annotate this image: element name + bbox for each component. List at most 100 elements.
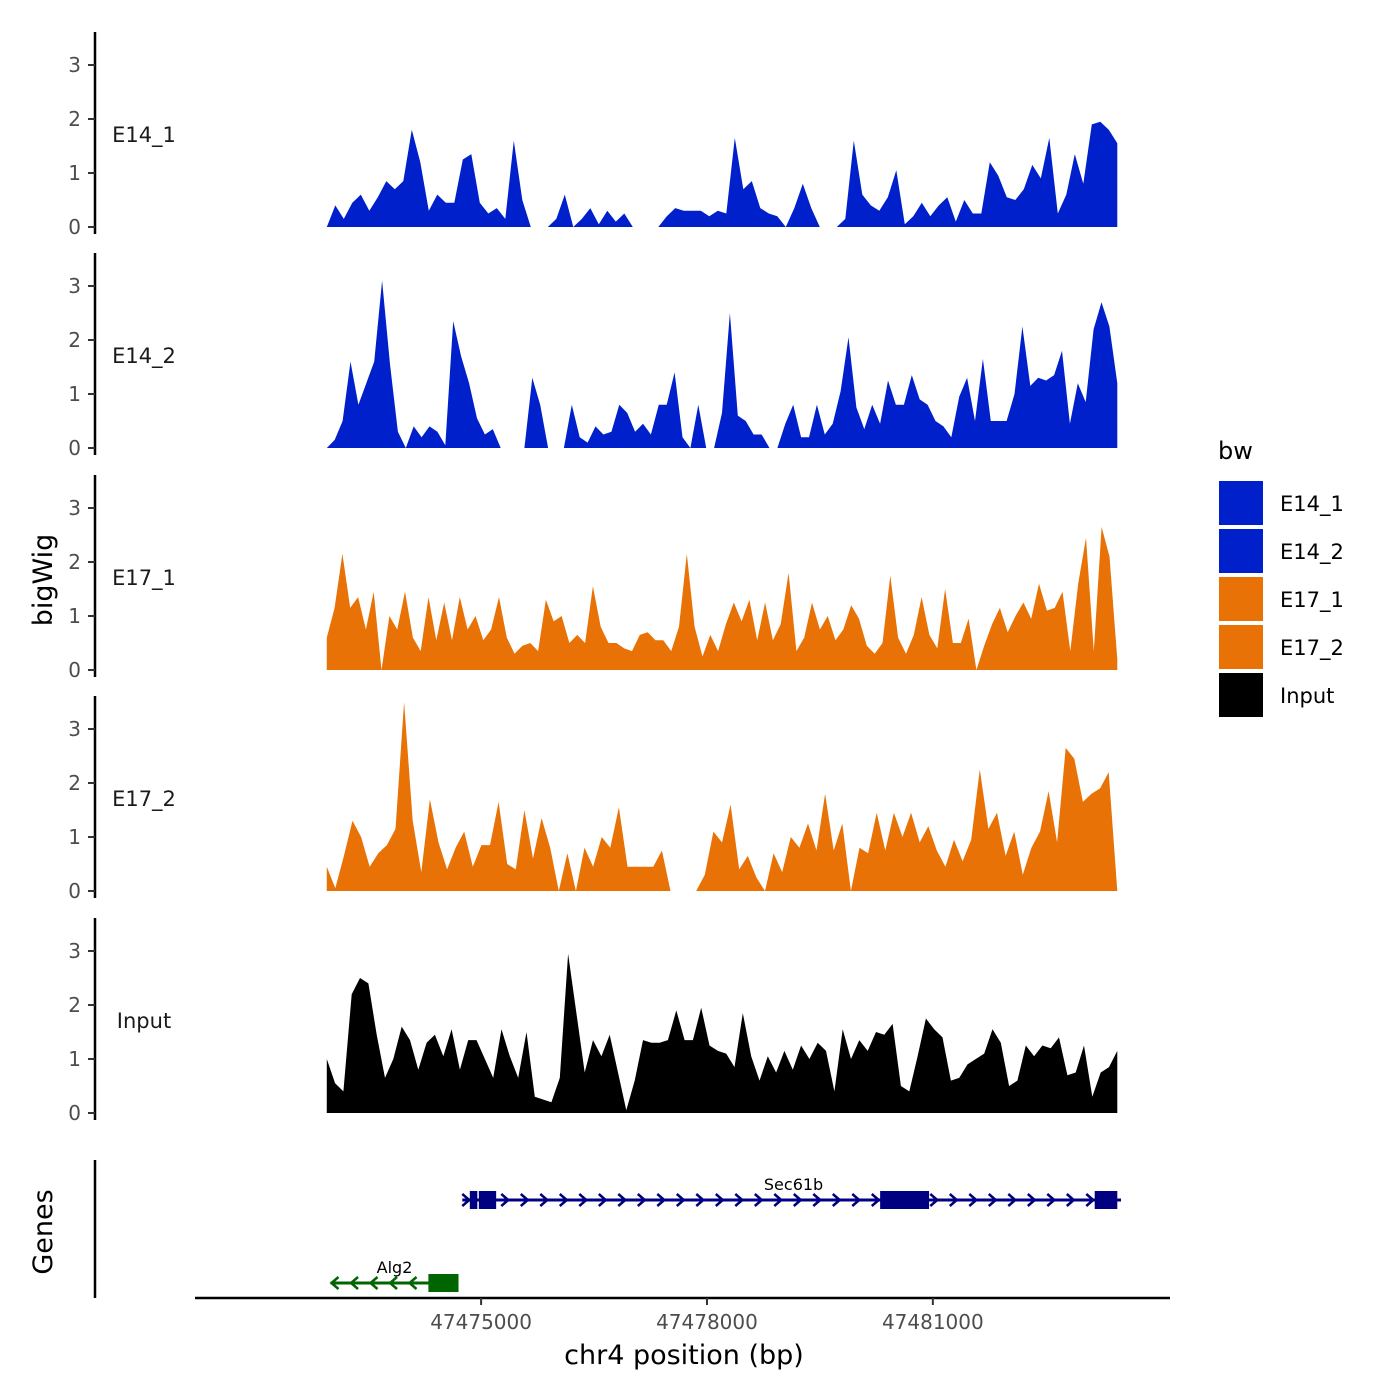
strand-chevron [929,1193,940,1207]
legend-key-Input [1219,673,1263,717]
strand-chevron [578,1193,589,1207]
track-label: E17_2 [112,787,176,812]
y-tick-label: 0 [68,215,81,239]
legend-label: E17_1 [1280,588,1344,613]
track-label: E17_1 [112,566,176,591]
gene-Alg2: Alg2 [329,1258,459,1292]
track-E14_1: 0 1 2 3 E14_1 [68,32,1118,239]
strand-chevron [617,1193,628,1207]
strand-chevron [656,1193,667,1207]
strand-chevron [831,1193,842,1207]
strand-chevron [1085,1193,1096,1207]
track-Input: 0 1 2 3 Input [68,918,1118,1125]
y-tick-label: 1 [68,382,81,406]
strand-chevron [461,1193,472,1207]
y-tick-label: 0 [68,879,81,903]
strand-chevron [1046,1193,1057,1207]
y-tick-label: 1 [68,604,81,628]
track-label: E14_2 [112,344,176,369]
coverage-area-Input [326,953,1118,1113]
strand-chevron [636,1193,647,1207]
track-label: Input [117,1009,171,1033]
strand-chevron [1007,1193,1018,1207]
gene-label: Sec61b [764,1175,823,1194]
strand-chevron [948,1193,959,1207]
legend-key-E14_1 [1219,481,1263,525]
strand-chevron [675,1193,686,1207]
strand-chevron [734,1193,745,1207]
y-tick-label: 0 [68,436,81,460]
strand-chevron [851,1193,862,1207]
strand-chevron [597,1193,608,1207]
exon [880,1191,930,1209]
strand-chevron [388,1276,398,1290]
strand-chevron [519,1193,530,1207]
y-axis-title: bigWig [28,534,59,627]
exon [1094,1191,1118,1209]
genes-panel: Alg2 Sec61b [93,1160,1122,1298]
legend-label: Input [1280,684,1334,708]
legend-label: E14_1 [1280,492,1344,517]
y-tick-label: 3 [68,717,81,741]
x-tick-label: 47478000 [656,1310,758,1334]
coverage-area-E14_1 [326,121,1118,227]
genes-axis-title: Genes [28,1189,59,1274]
y-tick-label: 3 [68,274,81,298]
y-tick-label: 2 [68,328,81,352]
legend: bw E14_1 E14_2 E17_1 E17_2 Input [1218,437,1344,717]
legend-key-E17_2 [1219,625,1263,669]
strand-chevron [753,1193,764,1207]
x-axis: 47475000 47478000 47481000 [195,1296,1170,1334]
strand-chevron [1026,1193,1037,1207]
y-tick-label: 1 [68,1047,81,1071]
track-panels: 0 1 2 3 E14_1 0 1 2 3 E14_2 0 1 2 3 E17_1 0 1 2 3 E17_2 0 1 2 3… [68,32,1118,1125]
strand-chevron [539,1193,550,1207]
y-tick-label: 2 [68,771,81,795]
y-tick-label: 0 [68,1101,81,1125]
y-tick-label: 3 [68,53,81,77]
track-E14_2: 0 1 2 3 E14_2 [68,253,1118,460]
strand-chevron [714,1193,725,1207]
strand-chevron [349,1276,359,1290]
legend-title: bw [1218,437,1253,465]
legend-label: E14_2 [1280,540,1344,565]
strand-chevron [773,1193,784,1207]
y-tick-label: 3 [68,939,81,963]
track-label: E14_1 [112,123,176,148]
exon [428,1274,459,1292]
strand-chevron [870,1193,881,1207]
track-E17_2: 0 1 2 3 E17_2 [68,696,1118,903]
track-E17_1: 0 1 2 3 E17_1 [68,475,1118,682]
strand-chevron [812,1193,823,1207]
legend-key-E17_1 [1219,577,1263,621]
strand-chevron [558,1193,569,1207]
x-axis-title: chr4 position (bp) [564,1340,804,1371]
y-tick-label: 0 [68,658,81,682]
strand-chevron [1065,1193,1076,1207]
legend-key-E14_2 [1219,529,1263,573]
strand-chevron [987,1193,998,1207]
strand-chevron [695,1193,706,1207]
strand-chevron [407,1276,418,1290]
strand-chevron [368,1276,379,1290]
y-tick-label: 2 [68,550,81,574]
y-tick-label: 3 [68,496,81,520]
gene-label: Alg2 [377,1258,413,1277]
legend-label: E17_2 [1280,636,1344,661]
y-tick-label: 1 [68,825,81,849]
coverage-area-E14_2 [326,280,1118,448]
strand-chevron [792,1193,803,1207]
y-tick-label: 1 [68,161,81,185]
coverage-area-E17_1 [326,526,1118,670]
y-tick-label: 2 [68,107,81,131]
strand-chevron [500,1193,511,1207]
y-tick-label: 2 [68,993,81,1017]
coverage-area-E17_2 [326,702,1118,891]
exon [478,1191,497,1209]
x-tick-label: 47475000 [430,1310,532,1334]
exon [469,1191,478,1209]
gene-Sec61b: Sec61b [461,1175,1122,1209]
x-tick-label: 47481000 [882,1310,984,1334]
strand-chevron [968,1193,979,1207]
